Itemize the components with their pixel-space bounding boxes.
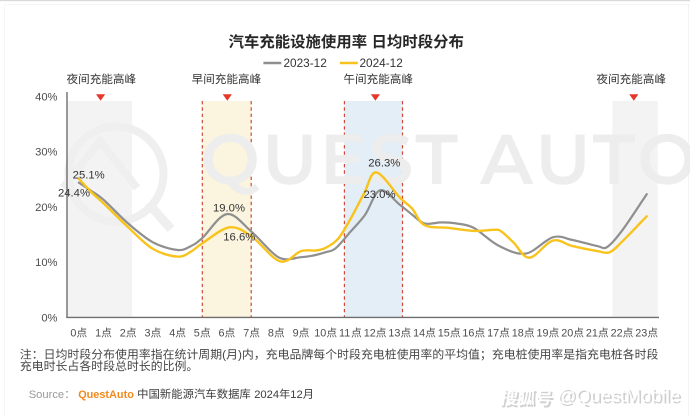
svg-text:2024-12: 2024-12 [360,56,403,70]
svg-text:26.3%: 26.3% [368,158,400,170]
svg-text:23.0%: 23.0% [363,189,395,201]
svg-text:1: 1 [95,328,101,340]
svg-text:5: 5 [194,328,200,340]
svg-text:12: 12 [364,328,376,340]
svg-text:20%: 20% [35,202,57,214]
svg-text:12: 12 [290,389,302,401]
svg-text:40%: 40% [35,91,57,103]
svg-text:0%: 0% [41,312,57,324]
svg-text:2023-12: 2023-12 [284,56,327,70]
svg-text:2024: 2024 [254,389,279,401]
svg-text:7: 7 [243,328,249,340]
svg-text:30%: 30% [35,147,57,159]
svg-text:8: 8 [268,328,274,340]
svg-text:2: 2 [120,328,126,340]
svg-text:Source: Source [29,389,64,401]
svg-text:17: 17 [487,328,499,340]
svg-text:20: 20 [561,328,573,340]
svg-text:22: 22 [611,328,623,340]
svg-text:15: 15 [438,328,450,340]
svg-text:6: 6 [219,328,225,340]
svg-text:16.6%: 16.6% [223,232,255,244]
svg-text:25.1%: 25.1% [73,169,105,181]
svg-text:0: 0 [70,328,76,340]
svg-text:10%: 10% [35,257,57,269]
svg-text:3: 3 [145,328,151,340]
svg-text:QuestAuto: QuestAuto [78,389,134,401]
svg-text:@QuestMobile: @QuestMobile [559,387,682,408]
svg-text:23: 23 [635,328,647,340]
svg-text:21: 21 [586,328,598,340]
svg-text:19.0%: 19.0% [213,202,245,214]
svg-text:4: 4 [169,328,175,340]
svg-text:): ) [238,348,242,362]
svg-text:14: 14 [413,328,425,340]
svg-text:19: 19 [537,328,549,340]
svg-text:10: 10 [314,328,326,340]
svg-text:@QuestMobile: @QuestMobile [557,385,680,406]
svg-text:11: 11 [339,328,350,340]
svg-text:24.4%: 24.4% [58,188,90,200]
svg-text:13: 13 [388,328,400,340]
svg-text:9: 9 [293,328,299,340]
svg-text:(: ( [222,348,226,362]
svg-text:16: 16 [462,328,474,340]
svg-text:18: 18 [512,328,524,340]
